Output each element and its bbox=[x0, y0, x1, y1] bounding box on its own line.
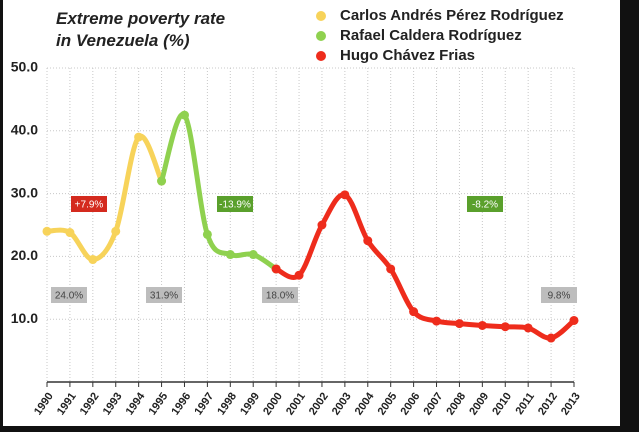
legend-marker bbox=[316, 31, 326, 41]
annotation: 31.9% bbox=[150, 291, 178, 302]
point bbox=[294, 270, 304, 280]
legend-label: Rafael Caldera Rodríguez bbox=[340, 27, 522, 44]
point bbox=[179, 110, 189, 120]
point bbox=[111, 226, 121, 236]
legend-marker bbox=[316, 11, 326, 21]
point bbox=[202, 229, 212, 239]
legend-label: Carlos Andrés Pérez Rodríguez bbox=[340, 7, 564, 24]
point bbox=[88, 255, 98, 265]
annotation-box bbox=[146, 287, 182, 303]
point bbox=[432, 316, 442, 326]
point bbox=[409, 307, 419, 317]
point bbox=[248, 250, 258, 260]
point bbox=[500, 322, 510, 332]
annotation: +7.9% bbox=[75, 200, 104, 211]
y-tick-label: 40.0 bbox=[11, 122, 38, 138]
y-tick-label: 50.0 bbox=[11, 59, 38, 75]
annotation: 9.8% bbox=[548, 291, 571, 302]
chart-background bbox=[3, 0, 620, 426]
legend-label: Hugo Chávez Frias bbox=[340, 47, 475, 64]
legend-marker bbox=[316, 51, 326, 61]
annotation: -13.9% bbox=[219, 200, 251, 211]
point bbox=[42, 226, 52, 236]
annotation: -8.2% bbox=[472, 200, 498, 211]
annotation-box bbox=[262, 287, 298, 303]
annotation: 18.0% bbox=[266, 291, 294, 302]
annotation-box bbox=[217, 196, 253, 212]
chart-title: Extreme poverty rate in Venezuela (%) bbox=[56, 9, 225, 50]
annotation-box bbox=[71, 196, 107, 212]
y-tick-label: 10.0 bbox=[11, 310, 38, 326]
annotation-box bbox=[51, 287, 87, 303]
point bbox=[340, 190, 350, 200]
point bbox=[134, 132, 144, 142]
point bbox=[225, 250, 235, 260]
point bbox=[271, 264, 281, 274]
point bbox=[65, 228, 75, 238]
point bbox=[363, 236, 373, 246]
point bbox=[523, 323, 533, 333]
annotation-box bbox=[467, 196, 503, 212]
annotation-box bbox=[541, 287, 577, 303]
point bbox=[317, 220, 327, 230]
point bbox=[386, 264, 396, 274]
point bbox=[546, 333, 556, 343]
y-tick-label: 20.0 bbox=[11, 247, 38, 263]
y-tick-label: 30.0 bbox=[11, 184, 38, 200]
point bbox=[569, 315, 579, 325]
point bbox=[157, 176, 167, 186]
annotation: 24.0% bbox=[55, 291, 83, 302]
point bbox=[477, 320, 487, 330]
point bbox=[454, 319, 464, 329]
